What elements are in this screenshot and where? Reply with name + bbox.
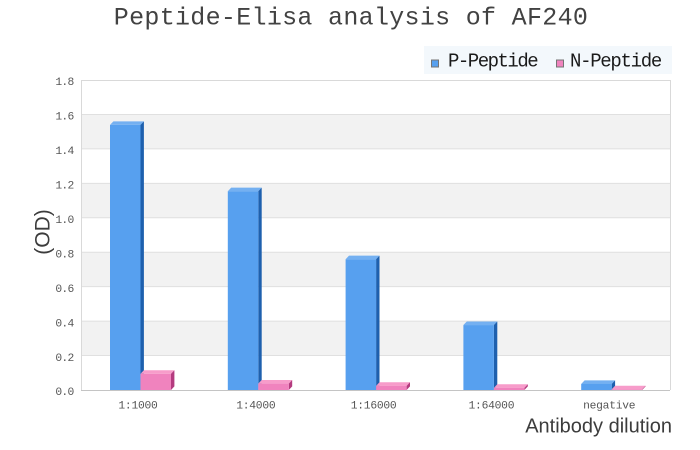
svg-text:1:4000: 1:4000 <box>236 401 276 413</box>
svg-text:negative: negative <box>583 401 636 413</box>
svg-text:Peptide-Elisa analysis of AF24: Peptide-Elisa analysis of AF240 <box>114 4 588 33</box>
svg-text:0.6: 0.6 <box>55 284 74 296</box>
svg-text:1:64000: 1:64000 <box>469 401 515 413</box>
svg-text:0.8: 0.8 <box>55 249 74 261</box>
svg-text:(OD): (OD) <box>32 209 55 255</box>
svg-text:P-Peptide: P-Peptide <box>448 51 538 73</box>
svg-text:0.0: 0.0 <box>55 387 74 399</box>
svg-text:1.8: 1.8 <box>55 77 74 89</box>
svg-text:1:1000: 1:1000 <box>118 401 158 413</box>
svg-text:0.2: 0.2 <box>55 353 73 365</box>
svg-text:N-Peptide: N-Peptide <box>570 51 662 73</box>
svg-text:1:16000: 1:16000 <box>351 401 397 413</box>
svg-text:1.4: 1.4 <box>55 146 74 158</box>
svg-text:1.2: 1.2 <box>55 181 73 193</box>
svg-text:1.6: 1.6 <box>55 112 74 124</box>
svg-text:1.0: 1.0 <box>55 215 74 227</box>
svg-text:Antibody dilution: Antibody dilution <box>525 416 672 438</box>
svg-text:0.4: 0.4 <box>55 318 74 330</box>
